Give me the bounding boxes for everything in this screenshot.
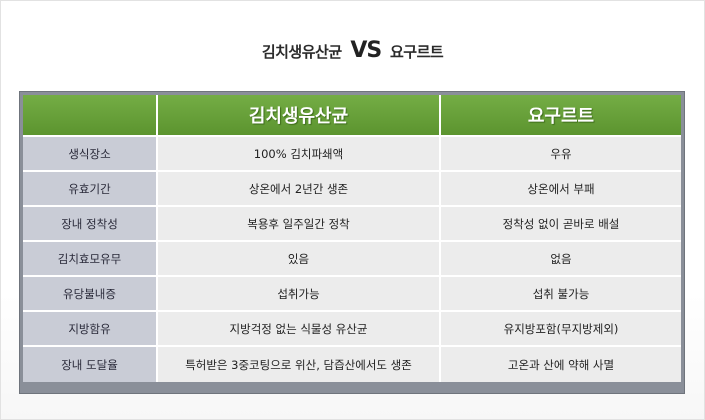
yogurt-cell: 고온과 산에 약해 사멸	[441, 347, 681, 382]
kimchi-cell: 지방걱정 없는 식물성 유산균	[156, 312, 441, 347]
row-label: 김치효모유무	[23, 242, 156, 277]
row-label: 지방함유	[23, 312, 156, 347]
table-row: 김치효모유무 있음 없음	[23, 242, 681, 277]
table-row: 장내 도달율 특허받은 3중코팅으로 위산, 담즙산에서도 생존 고온과 산에 …	[23, 347, 681, 382]
page-title: 김치생유산균 VS 요구르트	[0, 38, 705, 63]
title-right: 요구르트	[389, 43, 444, 61]
yogurt-cell: 유지방포함(무지방제외)	[441, 312, 681, 347]
row-label: 유효기간	[23, 172, 156, 207]
table-row: 유효기간 상온에서 2년간 생존 상온에서 부패	[23, 172, 681, 207]
row-label: 장내 정착성	[23, 207, 156, 242]
kimchi-cell: 섭취가능	[156, 277, 441, 312]
yogurt-cell: 상온에서 부패	[441, 172, 681, 207]
table-row: 지방함유 지방걱정 없는 식물성 유산균 유지방포함(무지방제외)	[23, 312, 681, 347]
table-row: 생식장소 100% 김치파쇄액 우유	[23, 137, 681, 172]
comparison-table: 김치생유산균 요구르트 생식장소 100% 김치파쇄액 우유 유효기간 상온에서…	[23, 95, 681, 382]
header-yogurt: 요구르트	[441, 95, 681, 137]
kimchi-cell: 복용후 일주일간 정착	[156, 207, 441, 242]
yogurt-cell: 없음	[441, 242, 681, 277]
kimchi-cell: 상온에서 2년간 생존	[156, 172, 441, 207]
header-kimchi: 김치생유산균	[156, 95, 441, 137]
yogurt-cell: 정착성 없이 곧바로 배설	[441, 207, 681, 242]
row-label: 유당불내증	[23, 277, 156, 312]
table-row: 장내 정착성 복용후 일주일간 정착 정착성 없이 곧바로 배설	[23, 207, 681, 242]
yogurt-cell: 섭취 불가능	[441, 277, 681, 312]
kimchi-cell: 특허받은 3중코팅으로 위산, 담즙산에서도 생존	[156, 347, 441, 382]
comparison-table-frame: 김치생유산균 요구르트 생식장소 100% 김치파쇄액 우유 유효기간 상온에서…	[20, 92, 684, 393]
kimchi-cell: 100% 김치파쇄액	[156, 137, 441, 172]
title-vs: VS	[350, 38, 382, 63]
kimchi-cell: 있음	[156, 242, 441, 277]
yogurt-cell: 우유	[441, 137, 681, 172]
row-label: 생식장소	[23, 137, 156, 172]
header-corner	[23, 95, 156, 137]
table-row: 유당불내증 섭취가능 섭취 불가능	[23, 277, 681, 312]
row-label: 장내 도달율	[23, 347, 156, 382]
title-left: 김치생유산균	[261, 43, 342, 61]
table-header-row: 김치생유산균 요구르트	[23, 95, 681, 137]
